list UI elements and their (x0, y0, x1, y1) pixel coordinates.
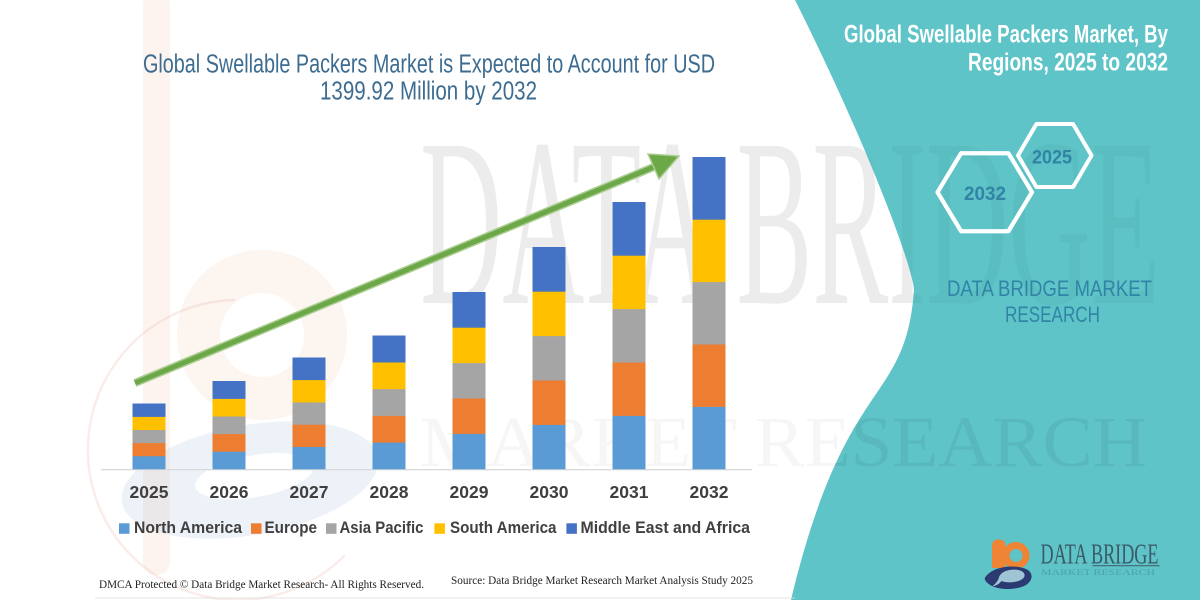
svg-text:North America: North America (134, 519, 243, 537)
svg-text:MARKET RESEARCH: MARKET RESEARCH (1041, 568, 1155, 577)
svg-text:DATA BRIDGE MARKET: DATA BRIDGE MARKET (947, 276, 1152, 301)
svg-text:2026: 2026 (210, 482, 249, 502)
svg-text:Asia Pacific: Asia Pacific (340, 519, 424, 537)
svg-text:1399.92 Million by 2032: 1399.92 Million by 2032 (320, 78, 537, 106)
svg-text:Europe: Europe (265, 519, 318, 537)
svg-text:Global Swellable Packers Marke: Global Swellable Packers Market, By (844, 21, 1168, 49)
svg-text:South America: South America (450, 519, 557, 537)
svg-text:Regions, 2025 to 2032: Regions, 2025 to 2032 (968, 49, 1168, 77)
svg-text:RESEARCH: RESEARCH (1005, 302, 1100, 327)
svg-text:2032: 2032 (964, 183, 1006, 205)
svg-text:2027: 2027 (290, 482, 329, 502)
svg-text:2028: 2028 (370, 482, 409, 502)
svg-text:2029: 2029 (450, 482, 489, 502)
svg-text:2031: 2031 (610, 482, 649, 502)
svg-text:Source: Data Bridge Market Res: Source: Data Bridge Market Research Mark… (451, 573, 753, 587)
svg-text:2025: 2025 (130, 482, 169, 502)
svg-text:DATA BRIDGE: DATA BRIDGE (420, 89, 1160, 355)
svg-text:2032: 2032 (690, 482, 729, 502)
svg-text:DATA BRIDGE: DATA BRIDGE (1041, 538, 1159, 570)
svg-text:Middle East and Africa: Middle East and Africa (581, 519, 751, 537)
svg-text:DMCA Protected © Data Bridge M: DMCA Protected © Data Bridge Market Rese… (99, 577, 424, 591)
svg-text:Global Swellable Packers Marke: Global Swellable Packers Market is Expec… (143, 51, 715, 79)
svg-text:2030: 2030 (530, 482, 569, 502)
svg-text:2025: 2025 (1032, 147, 1072, 169)
